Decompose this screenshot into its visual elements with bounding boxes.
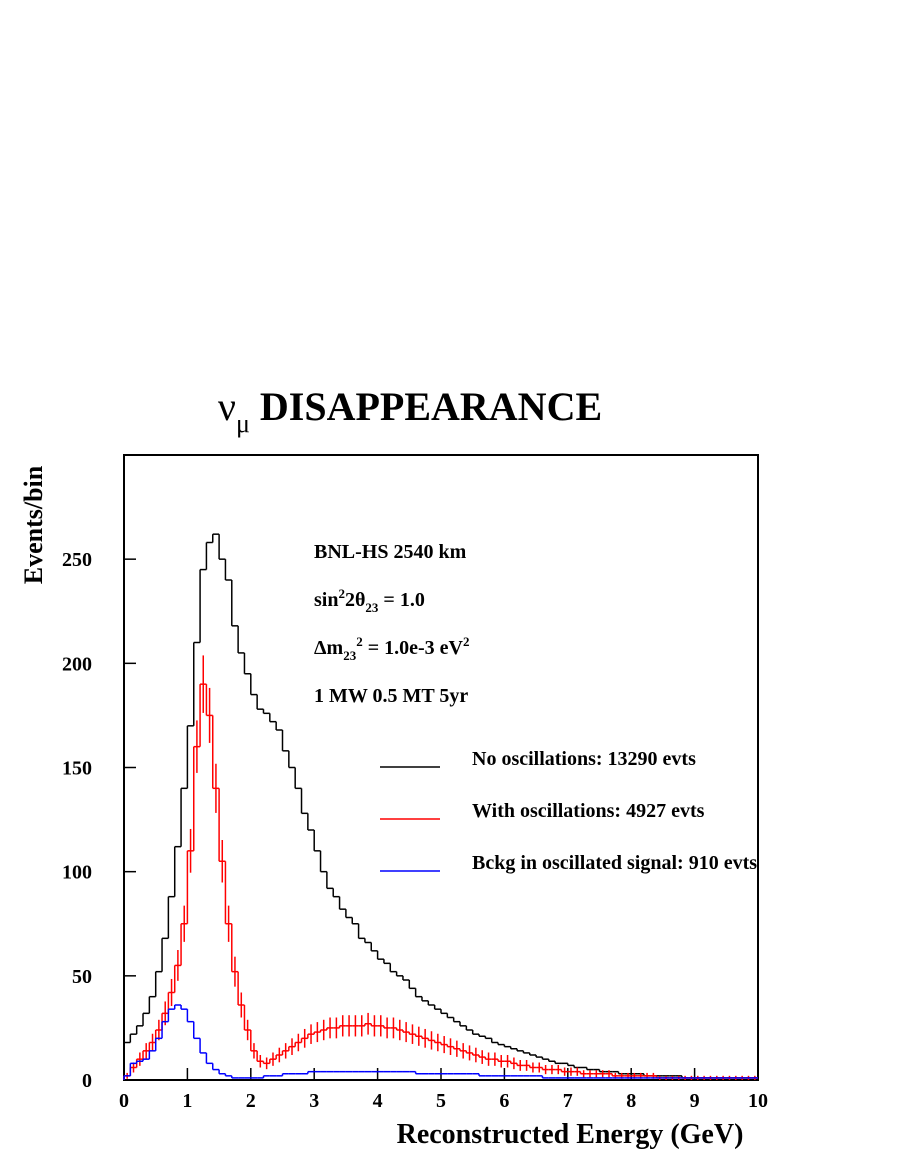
- x-tick-label: 0: [119, 1090, 129, 1112]
- x-tick-label: 5: [436, 1090, 446, 1112]
- y-tick-label: 150: [62, 758, 92, 780]
- text-segment: Δm: [314, 637, 344, 659]
- text-segment: 2: [356, 634, 363, 649]
- annotation: sin22θ23 = 1.0: [314, 586, 425, 615]
- x-tick-label: 10: [748, 1090, 768, 1112]
- text-segment: 2: [338, 586, 345, 601]
- chart-title: νμ DISAPPEARANCE: [218, 384, 602, 438]
- x-axis-label: Reconstructed Energy (GeV): [397, 1119, 744, 1150]
- text-segment: μ: [236, 409, 250, 438]
- legend-label: No oscillations: 13290 evts: [472, 748, 696, 770]
- annotation: 1 MW 0.5 MT 5yr: [314, 685, 468, 707]
- text-segment: 2: [463, 634, 470, 649]
- text-segment: 2θ: [345, 589, 365, 611]
- x-tick-label: 2: [246, 1090, 256, 1112]
- y-axis-label: Events/bin: [19, 465, 48, 584]
- annotation: BNL-HS 2540 km: [314, 541, 467, 563]
- y-tick-label: 100: [62, 862, 92, 884]
- x-tick-label: 9: [690, 1090, 700, 1112]
- text-segment: ν: [218, 384, 236, 429]
- text-segment: 1 MW 0.5 MT 5yr: [314, 685, 468, 707]
- y-tick-label: 50: [72, 966, 92, 988]
- x-tick-label: 1: [182, 1090, 192, 1112]
- x-tick-label: 7: [563, 1090, 573, 1112]
- x-tick-label: 6: [499, 1090, 509, 1112]
- x-tick-label: 3: [309, 1090, 319, 1112]
- x-tick-label: 4: [373, 1090, 383, 1112]
- legend-label: With oscillations: 4927 evts: [472, 800, 705, 822]
- text-segment: DISAPPEARANCE: [250, 384, 602, 429]
- text-segment: = 1.0: [378, 589, 424, 611]
- y-tick-label: 200: [62, 653, 92, 675]
- text-segment: sin: [314, 589, 338, 611]
- annotation: Δm232 = 1.0e-3 eV2: [314, 634, 469, 663]
- legend-label: Bckg in oscillated signal: 910 evts: [472, 852, 757, 874]
- y-tick-label: 0: [82, 1070, 92, 1092]
- y-tick-label: 250: [62, 549, 92, 571]
- text-segment: BNL-HS 2540 km: [314, 541, 467, 563]
- text-segment: 23: [343, 648, 357, 663]
- text-segment: = 1.0e-3 eV: [363, 637, 464, 659]
- text-segment: 23: [365, 600, 379, 615]
- x-tick-label: 8: [626, 1090, 636, 1112]
